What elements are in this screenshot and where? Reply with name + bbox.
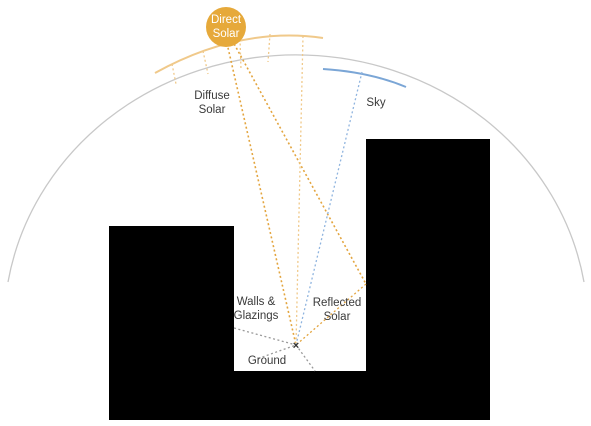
diffuse-solar-ray — [295, 35, 304, 346]
diffuse-solar-ticks — [171, 33, 271, 85]
ground-label: Ground — [248, 355, 286, 367]
sky-arc — [322, 68, 407, 88]
sky-label: Sky — [366, 97, 385, 109]
direct-solar-label-line1: Direct — [211, 14, 242, 26]
walls-ground-rays — [233, 327, 316, 372]
diffuse-solar-label-line1: Diffuse — [194, 90, 230, 102]
walls-glazings-label-line2: Glazings — [234, 310, 279, 322]
sun-icon — [206, 7, 246, 47]
direct-solar-rays — [225, 38, 367, 346]
ground-base — [109, 371, 490, 420]
walls-glazings-label-line1: Walls & — [237, 296, 276, 308]
reflected-solar-ray — [295, 283, 367, 346]
sky-dome-arc — [7, 54, 585, 283]
point-marker: × — [293, 340, 299, 352]
sky-ray — [295, 71, 363, 346]
direct-solar-label-line2: Solar — [213, 28, 240, 40]
diffuse-solar-label-line2: Solar — [199, 104, 226, 116]
reflected-solar-label-line2: Solar — [324, 311, 351, 323]
reflected-solar-label-line1: Reflected — [313, 297, 362, 309]
